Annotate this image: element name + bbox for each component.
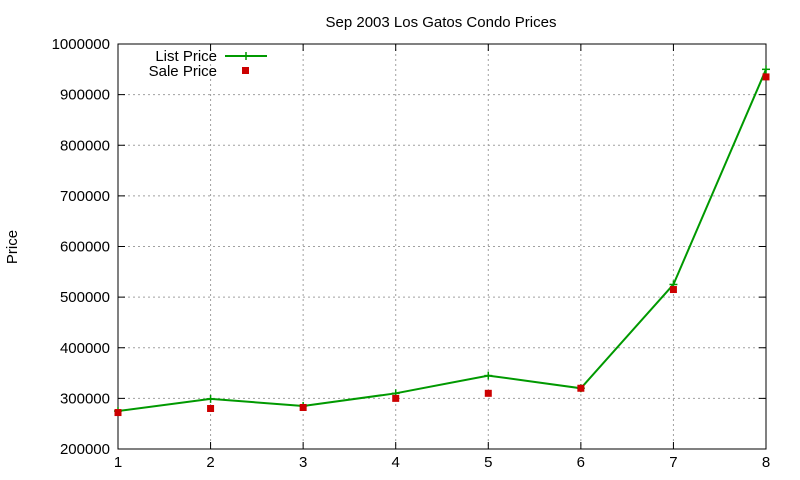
- point-list-price: [206, 394, 215, 403]
- legend: List Price Sale Price: [149, 48, 267, 80]
- series-line-list-price: [117, 68, 767, 413]
- x-tick-label: 1: [114, 454, 122, 471]
- y-tick-label: 300000: [60, 390, 110, 407]
- legend-marker-list-price: [242, 52, 250, 60]
- y-tick-label: 1000000: [52, 36, 110, 53]
- point-sale-price: [762, 73, 770, 81]
- y-tick-label: 700000: [60, 188, 110, 205]
- y-tick-label: 600000: [60, 239, 110, 256]
- grid: [118, 44, 766, 449]
- axis-ticks: 200000 300000 400000 500000 600000 700000 8000…: [52, 36, 771, 471]
- x-tick-label: 5: [484, 454, 492, 471]
- point-sale-price: [577, 384, 585, 392]
- x-tick-label: 2: [206, 454, 214, 471]
- y-tick-label: 900000: [60, 87, 110, 104]
- x-tick-label: 6: [577, 454, 585, 471]
- point-sale-price: [392, 394, 400, 402]
- point-sale-price: [669, 286, 677, 294]
- point-list-price: [762, 65, 770, 74]
- y-axis-label: Price: [4, 230, 21, 264]
- x-tick-label: 3: [299, 454, 307, 471]
- series: [114, 65, 770, 417]
- legend-label-list-price: List Price: [155, 48, 217, 65]
- x-tick-label: 8: [762, 454, 770, 471]
- point-sale-price: [299, 403, 307, 411]
- y-tick-label: 500000: [60, 289, 110, 306]
- point-sale-price: [484, 389, 492, 397]
- x-tick-label: 7: [669, 454, 677, 471]
- point-list-price: [484, 371, 493, 380]
- y-tick-label: 800000: [60, 137, 110, 154]
- point-sale-price: [207, 405, 215, 412]
- x-tick-label: 4: [392, 454, 400, 471]
- legend-marker-sale-price: [242, 67, 249, 74]
- legend-label-sale-price: Sale Price: [149, 63, 217, 80]
- y-tick-label: 200000: [60, 441, 110, 458]
- chart-title: Sep 2003 Los Gatos Condo Prices: [326, 14, 557, 31]
- point-sale-price: [114, 409, 122, 417]
- y-tick-label: 400000: [60, 340, 110, 357]
